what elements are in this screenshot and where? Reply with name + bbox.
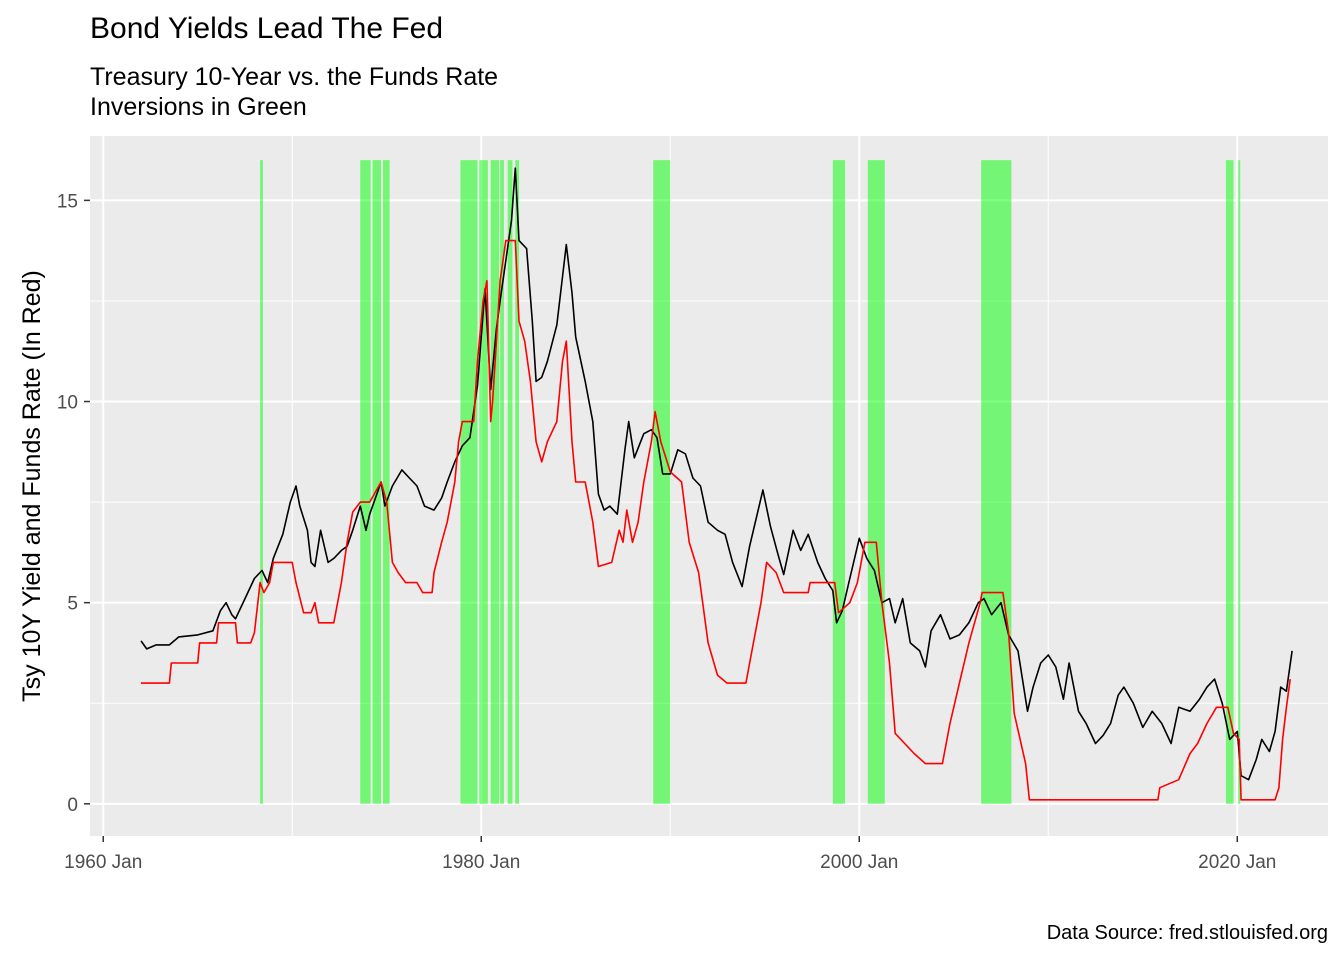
inversion-band xyxy=(1238,160,1241,804)
inversion-band xyxy=(490,160,500,804)
x-tick-label: 2000 Jan xyxy=(820,852,898,873)
treasury-10y-line xyxy=(140,167,1293,781)
chart-subtitle: Treasury 10-Year vs. the Funds Rate Inve… xyxy=(90,62,498,122)
x-tick-label: 1960 Jan xyxy=(64,852,142,873)
inversion-band xyxy=(867,160,885,804)
inversion-band xyxy=(260,160,263,804)
funds-rate-line xyxy=(141,239,1291,801)
inversion-band xyxy=(360,160,371,804)
subtitle-line-1: Treasury 10-Year vs. the Funds Rate xyxy=(90,63,499,91)
x-tick-label: 2020 Jan xyxy=(1198,852,1276,873)
inversion-bands xyxy=(260,160,1241,804)
inversion-band xyxy=(1225,160,1234,804)
y-axis-title: Tsy 10Y Yield and Funds Rate (In Red) xyxy=(18,270,46,702)
y-tick-label: 10 xyxy=(57,393,78,414)
series-lines xyxy=(140,167,1293,801)
inversion-band xyxy=(507,160,513,804)
y-tick-label: 15 xyxy=(57,191,78,212)
inversion-band xyxy=(500,160,504,804)
chart-title: Bond Yields Lead The Fed xyxy=(90,12,444,45)
y-tick-label: 5 xyxy=(67,594,78,615)
x-tick-label: 1980 Jan xyxy=(442,852,520,873)
inversion-band xyxy=(832,160,846,804)
inversion-band xyxy=(460,160,478,804)
axis-ticks: 1960 Jan 1980 Jan 2000 Jan 2020 Jan 0 5 10 15 xyxy=(57,191,1277,873)
y-tick-label: 0 xyxy=(67,795,78,816)
inversion-band xyxy=(515,160,520,804)
inversion-band xyxy=(653,160,671,804)
subtitle-line-2: Inversions in Green xyxy=(90,93,307,121)
inversion-band xyxy=(981,160,1012,804)
inversion-band xyxy=(479,160,488,804)
inversion-band xyxy=(382,160,390,804)
plot-panel xyxy=(90,136,1328,836)
inversion-band xyxy=(372,160,382,804)
data-source-caption: Data Source: fred.stlouisfed.org xyxy=(1046,922,1328,944)
